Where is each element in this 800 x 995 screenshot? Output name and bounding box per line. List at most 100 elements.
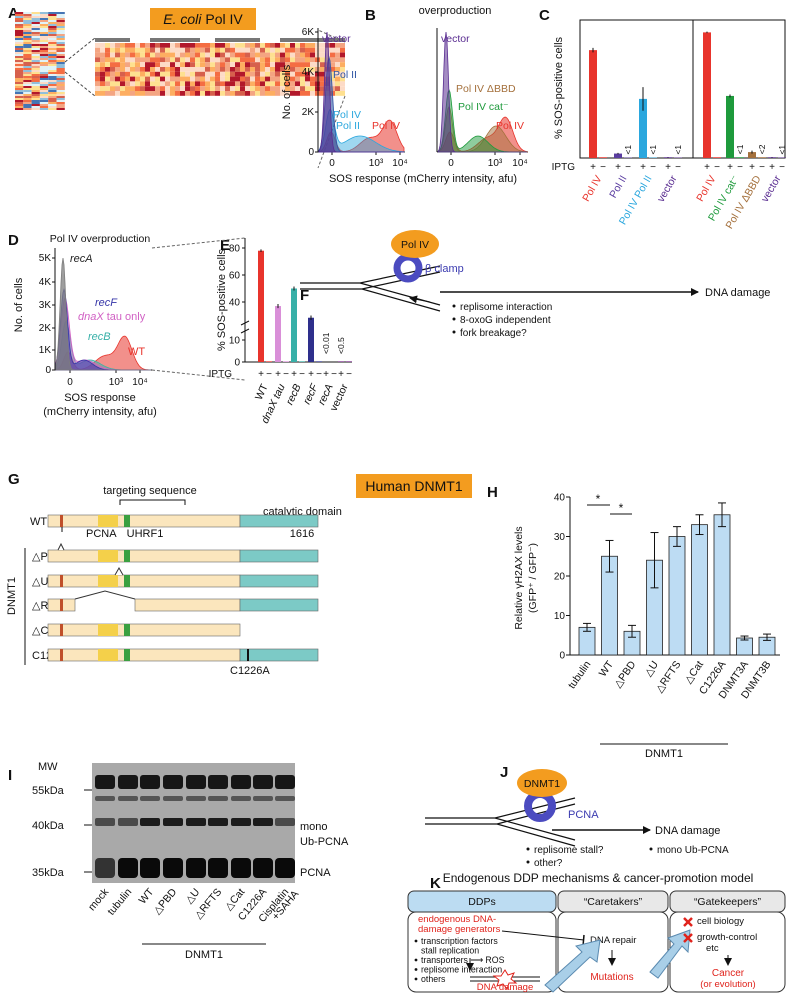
heatmap-cell bbox=[165, 62, 170, 67]
bar bbox=[308, 317, 314, 362]
block-mark bbox=[683, 917, 693, 927]
heatmap-cell bbox=[180, 71, 185, 77]
heatmap-cell bbox=[48, 104, 57, 106]
heatmap-cell bbox=[340, 52, 345, 58]
heatmap-cell bbox=[310, 47, 315, 53]
heatmap-cell bbox=[250, 62, 255, 67]
heatmap-cell bbox=[115, 71, 120, 77]
protein-bar bbox=[47, 514, 241, 528]
heatmap-cell bbox=[31, 62, 40, 64]
heatmap-cell bbox=[270, 86, 275, 91]
heatmap-cell bbox=[195, 47, 200, 53]
heatmap-cell bbox=[295, 43, 300, 48]
heatmap-cell bbox=[290, 43, 295, 48]
axis-label: SOS response bbox=[64, 392, 136, 404]
heatmap-cell bbox=[23, 42, 32, 44]
heatmap-cell bbox=[155, 57, 160, 63]
heatmap-cell bbox=[56, 66, 65, 68]
heatmap-cell bbox=[215, 52, 220, 58]
heatmap-cell bbox=[290, 57, 295, 63]
heatmap-cell bbox=[23, 104, 32, 106]
heatmap-cell bbox=[31, 44, 40, 46]
heatmap-cell bbox=[180, 52, 185, 58]
heatmap-cell bbox=[125, 43, 130, 48]
heatmap-cell bbox=[39, 70, 49, 72]
heatmap-cell bbox=[23, 52, 32, 54]
heatmap-cell bbox=[23, 86, 32, 88]
y-tick-label: 2K bbox=[302, 107, 315, 118]
heatmap-cell bbox=[335, 62, 340, 67]
heatmap-cell bbox=[250, 76, 255, 82]
bar bbox=[599, 157, 607, 158]
heatmap-cell bbox=[335, 76, 340, 82]
heatmap-cell bbox=[230, 91, 235, 96]
heatmap-cell bbox=[155, 43, 160, 48]
bar bbox=[768, 157, 776, 158]
heatmap-cell bbox=[39, 18, 49, 20]
heatmap-cell bbox=[48, 40, 57, 42]
heatmap-cell bbox=[56, 92, 65, 94]
bar bbox=[713, 157, 721, 158]
heatmap-cell bbox=[190, 67, 195, 72]
heatmap-cell bbox=[105, 52, 110, 58]
heatmap-cell bbox=[105, 67, 110, 72]
protein-bar bbox=[47, 574, 241, 588]
uhrf1-motif bbox=[124, 575, 130, 587]
heatmap-cell bbox=[15, 106, 24, 108]
error-bar bbox=[740, 635, 749, 641]
gatekeeper-label: cell biology bbox=[697, 916, 744, 927]
heatmap-cell bbox=[31, 42, 40, 44]
heatmap-cell bbox=[120, 71, 125, 77]
heatmap-cell bbox=[39, 74, 49, 76]
heatmap-cell bbox=[23, 66, 32, 68]
heatmap-cell bbox=[105, 81, 110, 87]
heatmap-cell bbox=[150, 67, 155, 72]
heatmap-cell bbox=[48, 56, 57, 58]
heatmap-cell bbox=[100, 52, 105, 58]
condition-label: − bbox=[283, 369, 289, 380]
heatmap-cell bbox=[290, 91, 295, 96]
heatmap-cell bbox=[285, 43, 290, 48]
x-tick-label: tubulin bbox=[566, 659, 594, 691]
heatmap-cell bbox=[225, 86, 230, 91]
heatmap-cell bbox=[210, 76, 215, 82]
heatmap-cell bbox=[56, 106, 65, 108]
heatmap-cell bbox=[225, 67, 230, 72]
heatmap-cell bbox=[280, 91, 285, 96]
heatmap-cell bbox=[110, 86, 115, 91]
heatmap-cell bbox=[225, 57, 230, 63]
catalytic-domain bbox=[239, 648, 319, 662]
heatmap-cell bbox=[48, 100, 57, 102]
heatmap-cell bbox=[23, 56, 32, 58]
heatmap-cell bbox=[220, 47, 225, 53]
condition-label: + bbox=[308, 369, 314, 380]
heatmap-cell bbox=[150, 91, 155, 96]
domain-label: targeting sequence bbox=[103, 485, 197, 497]
legend-label: dnaX tau only bbox=[78, 311, 146, 323]
heatmap-cell bbox=[295, 52, 300, 58]
heatmap-cell bbox=[155, 67, 160, 72]
heatmap-cell bbox=[39, 46, 49, 48]
value-label: <2 bbox=[757, 144, 767, 154]
rfts-domain bbox=[98, 624, 118, 636]
rfts-domain bbox=[98, 550, 118, 562]
heatmap-cell bbox=[240, 86, 245, 91]
heatmap-cell bbox=[215, 43, 220, 48]
condition-label: + bbox=[258, 369, 264, 380]
heatmap-cell bbox=[39, 38, 49, 40]
heatmap-cell bbox=[335, 71, 340, 77]
condition-label: − bbox=[266, 369, 272, 380]
heatmap-cell bbox=[210, 71, 215, 77]
heatmap-cell bbox=[48, 12, 57, 14]
condition-label: − bbox=[759, 162, 765, 173]
heatmap-cell bbox=[250, 67, 255, 72]
heatmap-cell bbox=[320, 91, 325, 96]
heatmap-cell bbox=[225, 81, 230, 87]
gel-band bbox=[163, 796, 183, 801]
heatmap-cell bbox=[200, 52, 205, 58]
y-tick-label: 30 bbox=[554, 532, 566, 543]
heatmap-cell bbox=[265, 67, 270, 72]
y-tick-label: 5K bbox=[39, 253, 52, 264]
heatmap-cell bbox=[140, 76, 145, 82]
heatmap-cell bbox=[39, 54, 49, 56]
